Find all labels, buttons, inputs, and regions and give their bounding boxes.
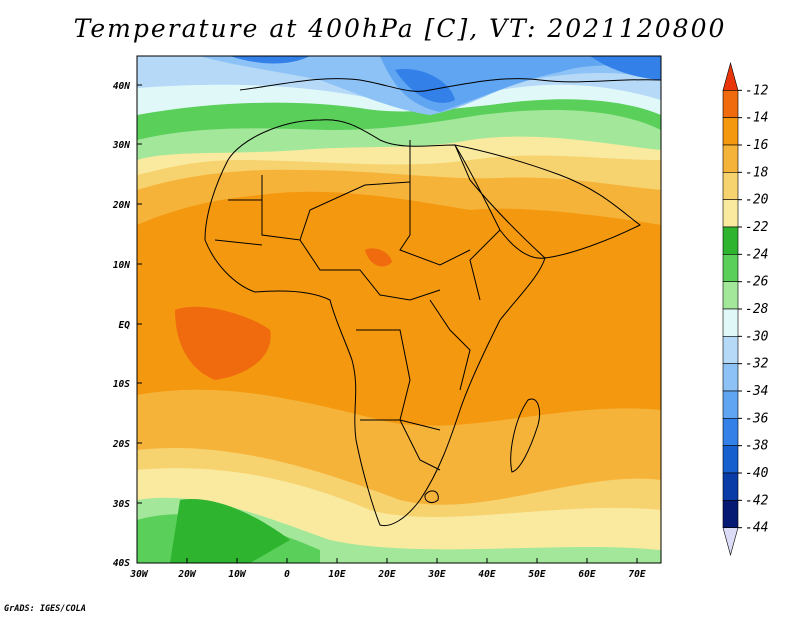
colorbar-swatch (722, 254, 739, 282)
colorbar-label: -44 (745, 521, 768, 536)
colorbar-swatch (722, 472, 739, 501)
colorbar-label: -36 (745, 411, 769, 426)
colorbar-swatch (722, 500, 739, 528)
lon-label: 70E (628, 569, 645, 580)
colorbar-swatch (722, 144, 739, 173)
colorbar-label: -16 (745, 138, 769, 153)
colorbar-label: -14 (745, 111, 768, 126)
temperature-field (137, 56, 661, 563)
colorbar-swatch (722, 363, 739, 392)
colorbar-max-arrow (722, 61, 739, 91)
colorbar-label: -18 (745, 165, 769, 180)
colorbar-label: -20 (745, 193, 769, 208)
colorbar: -12 -14 -16 -18 -20 -22 -24 -26 -28 -30 -32 -34 -36 -… (722, 61, 769, 557)
lat-label: 40N (113, 81, 130, 92)
lon-label: 60E (578, 569, 595, 580)
lon-label: 0 (284, 569, 290, 580)
colorbar-min-arrow (722, 527, 739, 557)
lat-label: 10S (113, 379, 130, 390)
colorbar-swatch (722, 336, 739, 364)
lon-label: 10W (228, 569, 246, 580)
lon-label: 30W (129, 569, 148, 580)
colorbar-swatch (722, 308, 739, 337)
colorbar-swatch (722, 117, 739, 146)
lon-label: 30E (427, 569, 445, 580)
lon-label: 40E (478, 569, 495, 580)
colorbar-label: -26 (745, 275, 769, 290)
colorbar-swatch (722, 172, 739, 200)
colorbar-label: -40 (745, 466, 769, 481)
colorbar-label: -38 (745, 439, 769, 454)
colorbar-label: -24 (745, 247, 768, 262)
credit-text: GrADS: IGES/COLA (4, 604, 86, 614)
lon-label: 50E (528, 569, 545, 580)
colorbar-label: -42 (745, 493, 769, 508)
latitude-axis: 40N 30N 20N 10N EQ 10S 20S 30S 40S (112, 81, 142, 569)
lon-label: 20W (177, 569, 196, 580)
colorbar-swatch (722, 390, 739, 419)
lon-label: 20E (377, 569, 395, 580)
colorbar-label: -28 (745, 302, 769, 317)
map-title: Temperature at 400hPa [C], VT: 202112080… (73, 14, 727, 43)
colorbar-swatch (722, 199, 739, 228)
lat-label: 30N (112, 140, 130, 151)
colorbar-swatch (722, 418, 739, 446)
colorbar-label: -32 (745, 357, 769, 372)
colorbar-swatch (722, 445, 739, 474)
colorbar-label: -12 (745, 83, 769, 98)
colorbar-swatch (722, 281, 739, 310)
colorbar-swatch (722, 226, 739, 255)
lat-label: 20N (112, 200, 130, 211)
coastlines (204, 78, 661, 527)
longitude-axis: 30W 20W 10W 0 10E 20E 30E 40E 50E 60E 70… (129, 558, 646, 580)
lat-label: 40S (113, 558, 130, 569)
lat-label: 20S (112, 439, 130, 450)
plot-frame (136, 55, 662, 564)
colorbar-label: -22 (745, 220, 769, 235)
colorbar-label: -34 (745, 384, 768, 399)
lat-label: 30S (112, 499, 130, 510)
colorbar-label: -30 (745, 329, 769, 344)
lat-label: EQ (119, 320, 131, 331)
lat-label: 10N (113, 260, 130, 271)
lon-label: 10E (328, 569, 345, 580)
colorbar-swatch (722, 90, 739, 118)
